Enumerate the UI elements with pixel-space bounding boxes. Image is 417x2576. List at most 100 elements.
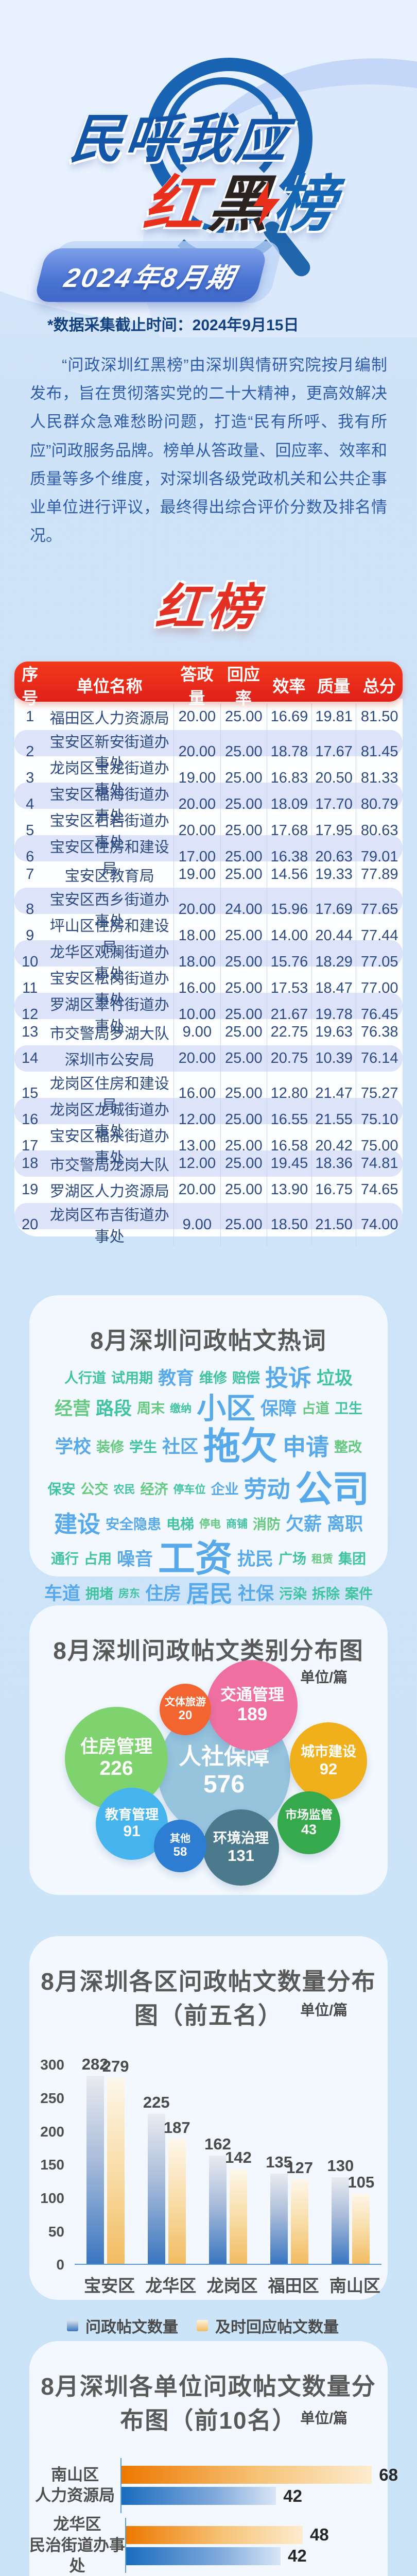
data-cutoff-note: *数据采集截止时间：2024年9月15日 [47,317,299,334]
bubble-label: 文体旅游 [165,1696,206,1708]
lightning-bolt-icon [253,181,280,226]
bar-value-label: 68 [379,2465,398,2484]
table-cell-total: 75.00 [356,1124,402,1168]
hot-word: 车道 [44,1584,80,1604]
table-cell-total: 75.27 [356,1072,402,1115]
hot-word: 农民 [113,1483,135,1496]
district-chart-categories: 宝安区 龙华区 龙岗区 福田区 南山区 [79,2272,386,2297]
bar-value-label: 225 [143,2093,170,2112]
table-cell-volume: 20.00 [173,1177,220,1204]
hot-word: 公司 [295,1469,370,1511]
hot-word: 保安 [47,1482,76,1498]
table-cell-efficiency: 15.76 [267,940,311,984]
hot-word: 学校 [55,1437,91,1458]
hot-word: 居民 [186,1580,233,1607]
table-cell-total: 74.65 [356,1177,402,1204]
table-row: 16 龙岗区龙城街道办事处 12.00 25.00 16.55 21.55 75.10 [14,1098,403,1142]
table-row: 10 龙华区观澜街道办事处 18.00 25.00 15.76 18.29 77.05 [14,940,403,984]
hot-word: 租赁 [311,1553,334,1565]
hot-word: 扰民 [237,1549,274,1569]
table-cell-name: 市交警局罗湖大队 [49,1025,169,1042]
bar-line: 68 [121,2465,398,2485]
hot-word: 离职 [327,1514,363,1535]
table-cell-response: 25.00 [220,993,267,1037]
table-cell-name: 福田区人力资源局 [49,710,169,727]
hot-word: 通行 [50,1551,79,1567]
hot-word: 企业 [211,1482,239,1498]
table-cell-response: 25.00 [220,1203,267,1247]
responses-bar [121,2487,276,2505]
intro-section: “问政深圳红黑榜”由深圳舆情研究院按月编制发布，旨在贯彻落实党的二十大精神，更高… [0,337,417,550]
district-chart-plot: 300 250 200 150 100 50 0 282 279 225 187 162 142 135 1… [36,2055,381,2273]
hot-word: 路段 [95,1398,132,1419]
y-axis-tick: 300 [40,2057,64,2073]
table-cell-volume: 20.00 [173,809,220,853]
table-cell-quality: 18.36 [311,1150,356,1177]
table-cell-quality: 17.67 [311,730,356,774]
hot-word: 集团 [338,1551,367,1567]
y-axis-tick: 100 [40,2190,64,2206]
bubble-value: 91 [123,1822,141,1840]
hot-word: 社保 [238,1584,274,1604]
responses-bar: 127 [286,2159,313,2264]
table-cell-efficiency: 22.75 [267,1019,311,1046]
word-cloud: 人行道 试用期 教育 维修 赔偿 投诉 垃圾 经营 路段 周末 缴纳 小区 保障 占道 卫生 学校 装修 学生 社区… [44,1365,373,1628]
hot-word: 整改 [334,1439,362,1455]
table-cell-quality: 19.33 [311,861,356,888]
hot-word: 学生 [129,1439,157,1455]
table-cell-efficiency: 15.96 [267,888,311,931]
bubble-value: 189 [237,1704,268,1724]
table-cell-volume: 18.00 [173,914,220,958]
hot-word: 噪音 [116,1549,153,1569]
hot-words-card: 8月深圳问政帖文热词 人行道 试用期 教育 维修 赔偿 投诉 垃圾 经营 路段 周末 缴纳 小区 保障占… [29,1295,388,1628]
table-row: 6 宝安区住房和建设局 17.00 25.00 16.38 20.63 79.01 [14,835,403,879]
hot-word: 周末 [137,1401,165,1417]
table-cell-quality: 21.50 [311,1203,356,1247]
table-cell-rank: 17 [22,1137,39,1154]
y-axis-tick: 200 [40,2123,64,2140]
table-cell-quality: 17.95 [311,809,356,853]
table-cell-efficiency: 20.75 [267,1045,311,1072]
table-cell-name: 市交警局龙岗大队 [49,1157,169,1174]
column-header-efficiency: 效率 [272,677,306,696]
table-cell-quality: 16.75 [311,1177,356,1204]
table-row: 13 市交警局罗湖大队 9.00 25.00 22.75 19.63 76.38 [14,1019,403,1046]
bubble-label: 教育管理 [105,1807,159,1822]
table-cell-efficiency: 17.53 [267,967,311,1010]
table-row: 17 宝安区福永街道办事处 13.00 25.00 16.58 20.42 75.00 [14,1124,403,1168]
table-cell-response: 25.00 [220,967,267,1010]
hot-word: 缴纳 [170,1402,192,1415]
unit-bar-row: 南山区 人力资源局 68 42 [29,2456,398,2514]
district-chart-legend: 问政帖文数量 及时回应帖文数量 [29,2314,388,2337]
bar-group: 282 279 [82,2055,129,2264]
legend-swatch-responses [197,2320,208,2332]
table-cell-volume: 9.00 [173,1203,220,1247]
table-cell-name: 坪山区住房和建设局 [49,918,169,957]
intro-paragraph: “问政深圳红黑榜”由深圳舆情研究院按月编制发布，旨在贯彻落实党的二十大精神，更高… [30,356,387,545]
table-cell-volume: 20.00 [173,783,220,826]
category-bubble: 教育管理 91 [96,1788,168,1860]
hot-word: 人行道 [64,1370,106,1386]
bubble-value: 226 [99,1757,133,1780]
table-cell-rank: 12 [22,1006,39,1023]
table-cell-volume: 20.00 [173,730,220,774]
table-cell-efficiency: 16.58 [267,1124,311,1168]
table-cell-quality: 21.55 [311,1098,356,1142]
hot-word: 占道 [302,1401,330,1417]
column-header-response: 回应率 [227,665,260,708]
unit-name-label: 龙华区 民治街道办事处 [29,2515,125,2575]
table-cell-total: 75.10 [356,1098,402,1142]
bubble-label: 环境治理 [213,1830,269,1846]
table-cell-efficiency: 13.90 [267,1177,311,1204]
table-cell-efficiency: 16.38 [267,835,311,879]
table-cell-name: 宝安区石岩街道办事处 [49,813,169,852]
column-header-quality: 质量 [317,677,351,696]
table-cell-total: 80.63 [356,809,402,853]
red-list-table: 序号 单位名称 答政量 回应率 效率 质量 总分 1 福田区人力资源局 20.00 2… [14,662,403,1247]
table-cell-rank: 2 [26,743,34,760]
red-list-title: 红榜 [153,580,263,636]
table-cell-response: 25.00 [220,1098,267,1142]
hot-word: 经济 [140,1482,168,1498]
table-cell-quality: 20.42 [311,1124,356,1168]
table-cell-name: 宝安区教育局 [64,868,154,885]
